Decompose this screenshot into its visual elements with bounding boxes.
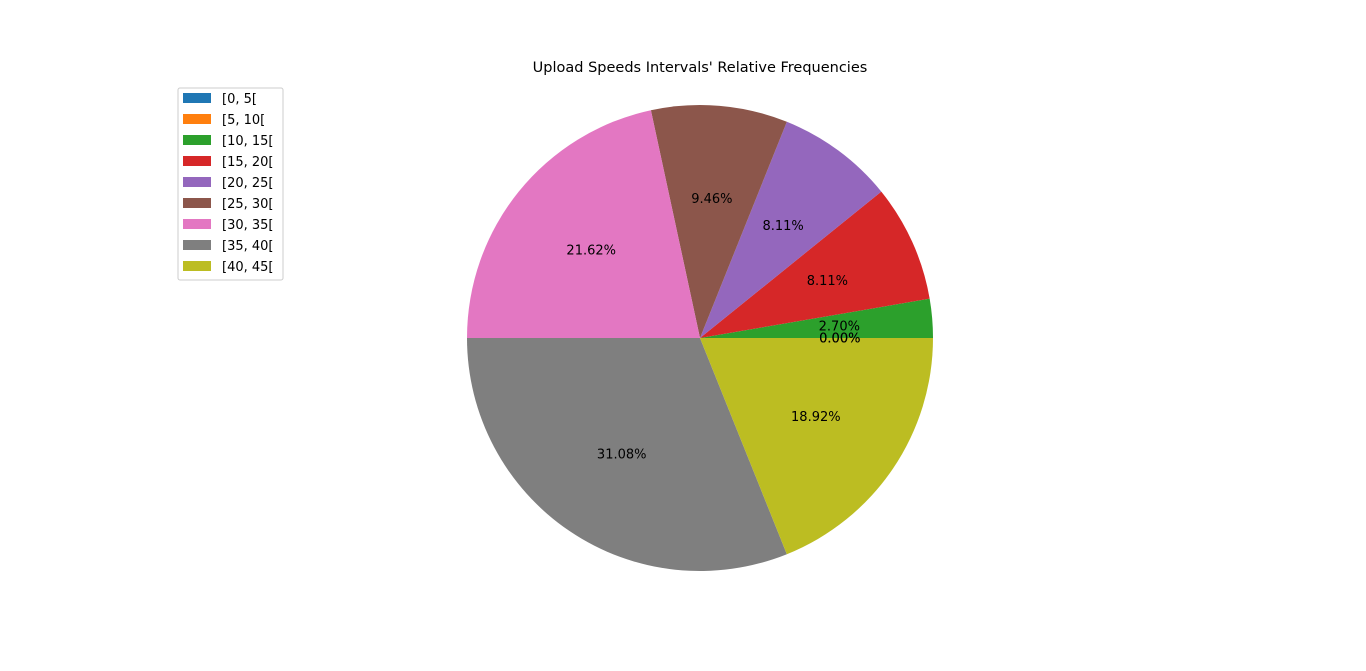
legend-label-10-15: [10, 15[ xyxy=(222,134,274,149)
slice-25-30 xyxy=(650,104,787,338)
legend-swatch-35-40 xyxy=(183,240,211,250)
pie-slices xyxy=(466,104,933,571)
percent-label-0-5: 0.00% xyxy=(819,332,860,347)
legend-swatch-20-25 xyxy=(183,177,211,187)
slice-35-40 xyxy=(467,338,787,571)
slice-20-25 xyxy=(700,121,882,338)
legend-swatch-5-10 xyxy=(183,114,211,124)
legend-label-40-45: [40, 45[ xyxy=(222,260,274,275)
legend-label-0-5: [0, 5[ xyxy=(222,92,257,107)
legend-label-25-30: [25, 30[ xyxy=(222,197,274,212)
slice-10-15 xyxy=(700,298,933,338)
legend-swatch-10-15 xyxy=(183,135,211,145)
percent-label-10-15: 2.70% xyxy=(819,320,860,335)
legend-label-35-40: [35, 40[ xyxy=(222,239,274,254)
legend-swatch-15-20 xyxy=(183,156,211,166)
legend-label-30-35: [30, 35[ xyxy=(222,218,274,233)
slice-15-20 xyxy=(700,191,930,338)
percent-label-35-40: 31.08% xyxy=(597,447,647,462)
percent-label-40-45: 18.92% xyxy=(791,410,841,425)
pie-percent-labels: 0.00%0.00%2.70%8.11%8.11%9.46%21.62%31.0… xyxy=(566,192,860,462)
legend-swatch-30-35 xyxy=(183,219,211,229)
legend-label-20-25: [20, 25[ xyxy=(222,176,274,191)
chart-title: Upload Speeds Intervals' Relative Freque… xyxy=(533,60,868,76)
legend-swatch-40-45 xyxy=(183,261,211,271)
legend-label-5-10: [5, 10[ xyxy=(222,113,265,128)
percent-label-30-35: 21.62% xyxy=(566,244,616,259)
legend: [0, 5[ [5, 10[ [10, 15[ [15, 20[ [20, 25[ [25… xyxy=(177,87,284,281)
legend-label-15-20: [15, 20[ xyxy=(222,155,274,170)
percent-label-25-30: 9.46% xyxy=(691,192,732,207)
legend-swatch-0-5 xyxy=(183,93,211,103)
legend-swatch-25-30 xyxy=(183,198,211,208)
percent-label-15-20: 8.11% xyxy=(807,274,848,289)
slice-40-45 xyxy=(700,338,933,555)
percent-label-20-25: 8.11% xyxy=(762,219,803,234)
slice-30-35 xyxy=(466,110,700,338)
percent-label-5-10: 0.00% xyxy=(819,332,860,347)
